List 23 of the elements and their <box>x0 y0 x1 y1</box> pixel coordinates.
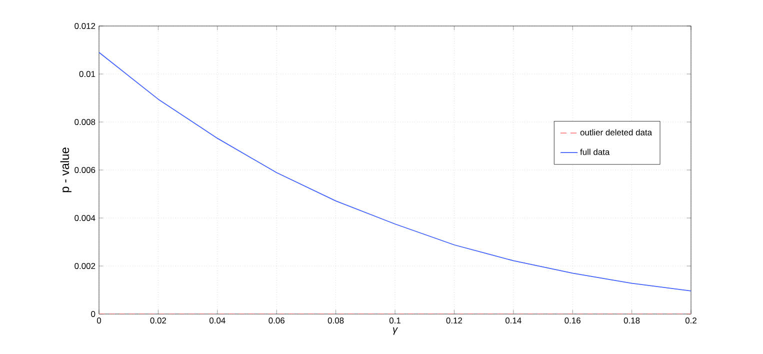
x-tick-label: 0.04 <box>209 318 226 324</box>
legend-label: outlier deleted data <box>580 129 652 136</box>
y-tick-label: 0.002 <box>74 263 96 269</box>
y-tick-label: 0.012 <box>74 23 96 29</box>
x-tick-label: 0.1 <box>389 318 400 324</box>
x-tick-label: 0.06 <box>268 318 284 324</box>
x-tick-label: 0.16 <box>564 318 580 324</box>
y-axis-title: p - value <box>60 148 72 192</box>
x-axis-title: γ <box>393 327 398 335</box>
y-tick-label: 0.008 <box>74 119 96 125</box>
x-tick-label: 0.12 <box>446 318 462 324</box>
x-tick-label: 0.08 <box>328 318 344 324</box>
x-tick-label: 0.2 <box>685 318 696 324</box>
x-tick-label: 0.14 <box>506 318 522 324</box>
legend-label: full data <box>580 148 610 156</box>
y-tick-label: 0.01 <box>79 71 96 77</box>
x-tick-label: 0.18 <box>624 318 640 324</box>
y-tick-label: 0.006 <box>74 167 96 173</box>
y-tick-label: 0 <box>91 311 96 317</box>
x-tick-label: 0.02 <box>150 318 166 324</box>
y-tick-label: 0.004 <box>74 215 96 221</box>
x-tick-label: 0 <box>96 318 102 324</box>
line-series <box>99 52 692 292</box>
